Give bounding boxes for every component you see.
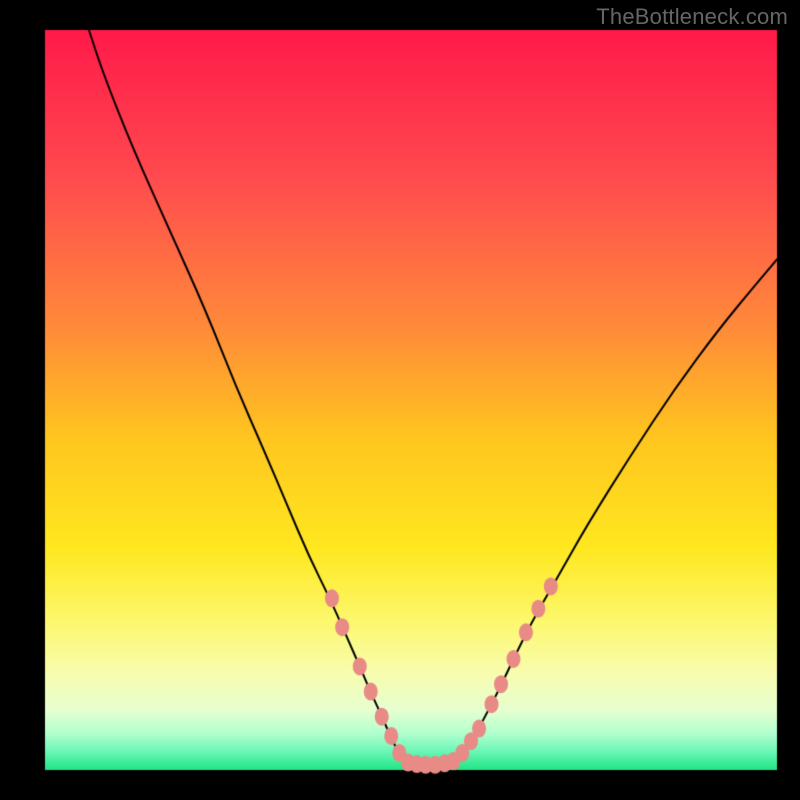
chart-container: TheBottleneck.com: [0, 0, 800, 800]
bottleneck-curve-canvas: [0, 0, 800, 800]
watermark-text: TheBottleneck.com: [596, 4, 788, 30]
